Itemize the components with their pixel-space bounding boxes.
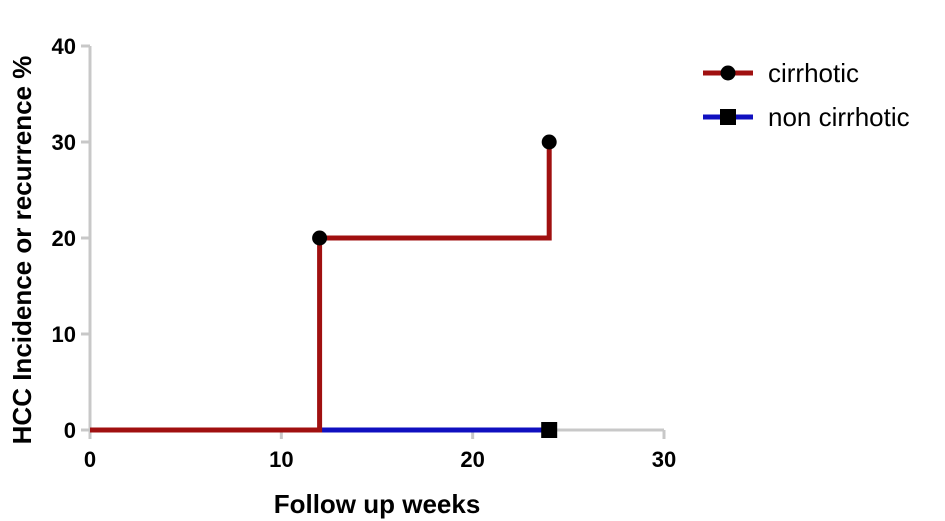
data-point xyxy=(541,422,558,438)
axes: 0 10 20 30 40 0 10 20 30 xyxy=(52,34,677,472)
legend-label: non cirrhotic xyxy=(768,102,910,132)
series-cirrhotic xyxy=(90,134,557,433)
legend-label: cirrhotic xyxy=(768,58,859,88)
x-tick-label: 20 xyxy=(460,447,484,472)
y-tick-label: 20 xyxy=(52,226,76,251)
x-ticks: 0 10 20 30 xyxy=(84,430,676,472)
x-tick-label: 0 xyxy=(84,447,96,472)
y-axis-title: HCC Incidence or recurrence % xyxy=(7,56,37,445)
y-tick-label: 0 xyxy=(64,418,76,443)
x-tick-label: 10 xyxy=(269,447,293,472)
legend-item: cirrhotic xyxy=(703,58,859,88)
series-layer xyxy=(90,134,558,438)
y-ticks: 0 10 20 30 40 xyxy=(52,34,90,443)
legend-item: non cirrhotic xyxy=(703,102,910,132)
series-line-cirrhotic xyxy=(90,142,552,433)
data-point xyxy=(541,134,557,150)
y-tick-label: 10 xyxy=(52,322,76,347)
legend-marker xyxy=(720,109,736,125)
legend: cirrhotic non cirrhotic xyxy=(703,58,910,132)
x-axis-title: Follow up weeks xyxy=(274,489,481,519)
y-tick-label: 30 xyxy=(52,130,76,155)
y-tick-label: 40 xyxy=(52,34,76,59)
x-tick-label: 30 xyxy=(652,447,676,472)
data-point xyxy=(312,230,328,246)
legend-marker xyxy=(720,65,736,81)
